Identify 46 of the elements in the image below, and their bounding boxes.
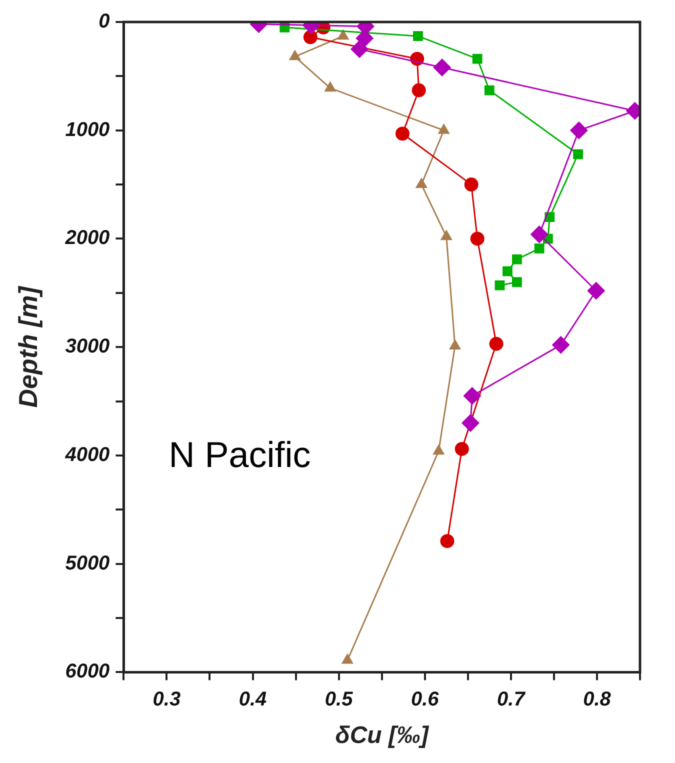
- y-tick-label: 1000: [65, 118, 110, 141]
- point: [512, 254, 522, 264]
- point: [415, 178, 428, 188]
- point: [396, 126, 410, 141]
- point: [350, 40, 368, 58]
- point: [464, 178, 478, 192]
- point: [341, 653, 354, 664]
- y-tick-label: 3000: [65, 336, 110, 358]
- point: [440, 534, 454, 548]
- point: [433, 58, 452, 77]
- point: [463, 386, 482, 405]
- x-tick-label: 0.4: [238, 688, 267, 711]
- x-tick-label: 0.5: [324, 688, 354, 711]
- point: [489, 336, 504, 351]
- point: [448, 339, 462, 350]
- y-tick-label: 5000: [65, 552, 110, 574]
- y-tick-label: 0: [98, 10, 110, 33]
- point: [512, 277, 522, 288]
- point: [440, 230, 452, 240]
- point: [530, 225, 548, 244]
- point: [472, 54, 482, 64]
- y-tick-label: 2000: [64, 227, 110, 250]
- point: [552, 336, 570, 354]
- x-tick-label: 0.6: [410, 688, 440, 711]
- point: [461, 414, 480, 432]
- x-tick-label: 0.7: [497, 688, 526, 711]
- point: [502, 266, 512, 276]
- point: [303, 30, 318, 44]
- x-tick-label: 0.3: [152, 688, 181, 711]
- point: [494, 280, 505, 290]
- annotation: N Pacific: [168, 434, 311, 475]
- point: [412, 83, 426, 98]
- y-tick-label: 6000: [65, 660, 110, 683]
- point: [454, 442, 469, 456]
- point: [534, 244, 544, 254]
- point: [470, 232, 484, 246]
- point: [587, 282, 606, 300]
- x-tick-label: 0.8: [583, 688, 612, 711]
- x-axis-title: δCu [‰]: [335, 722, 430, 750]
- point: [570, 121, 588, 140]
- point: [413, 31, 423, 42]
- point: [432, 444, 445, 455]
- point: [573, 149, 583, 160]
- y-axis-title: Depth [m]: [12, 285, 43, 408]
- y-tick-label: 4000: [64, 444, 110, 466]
- point: [484, 85, 494, 96]
